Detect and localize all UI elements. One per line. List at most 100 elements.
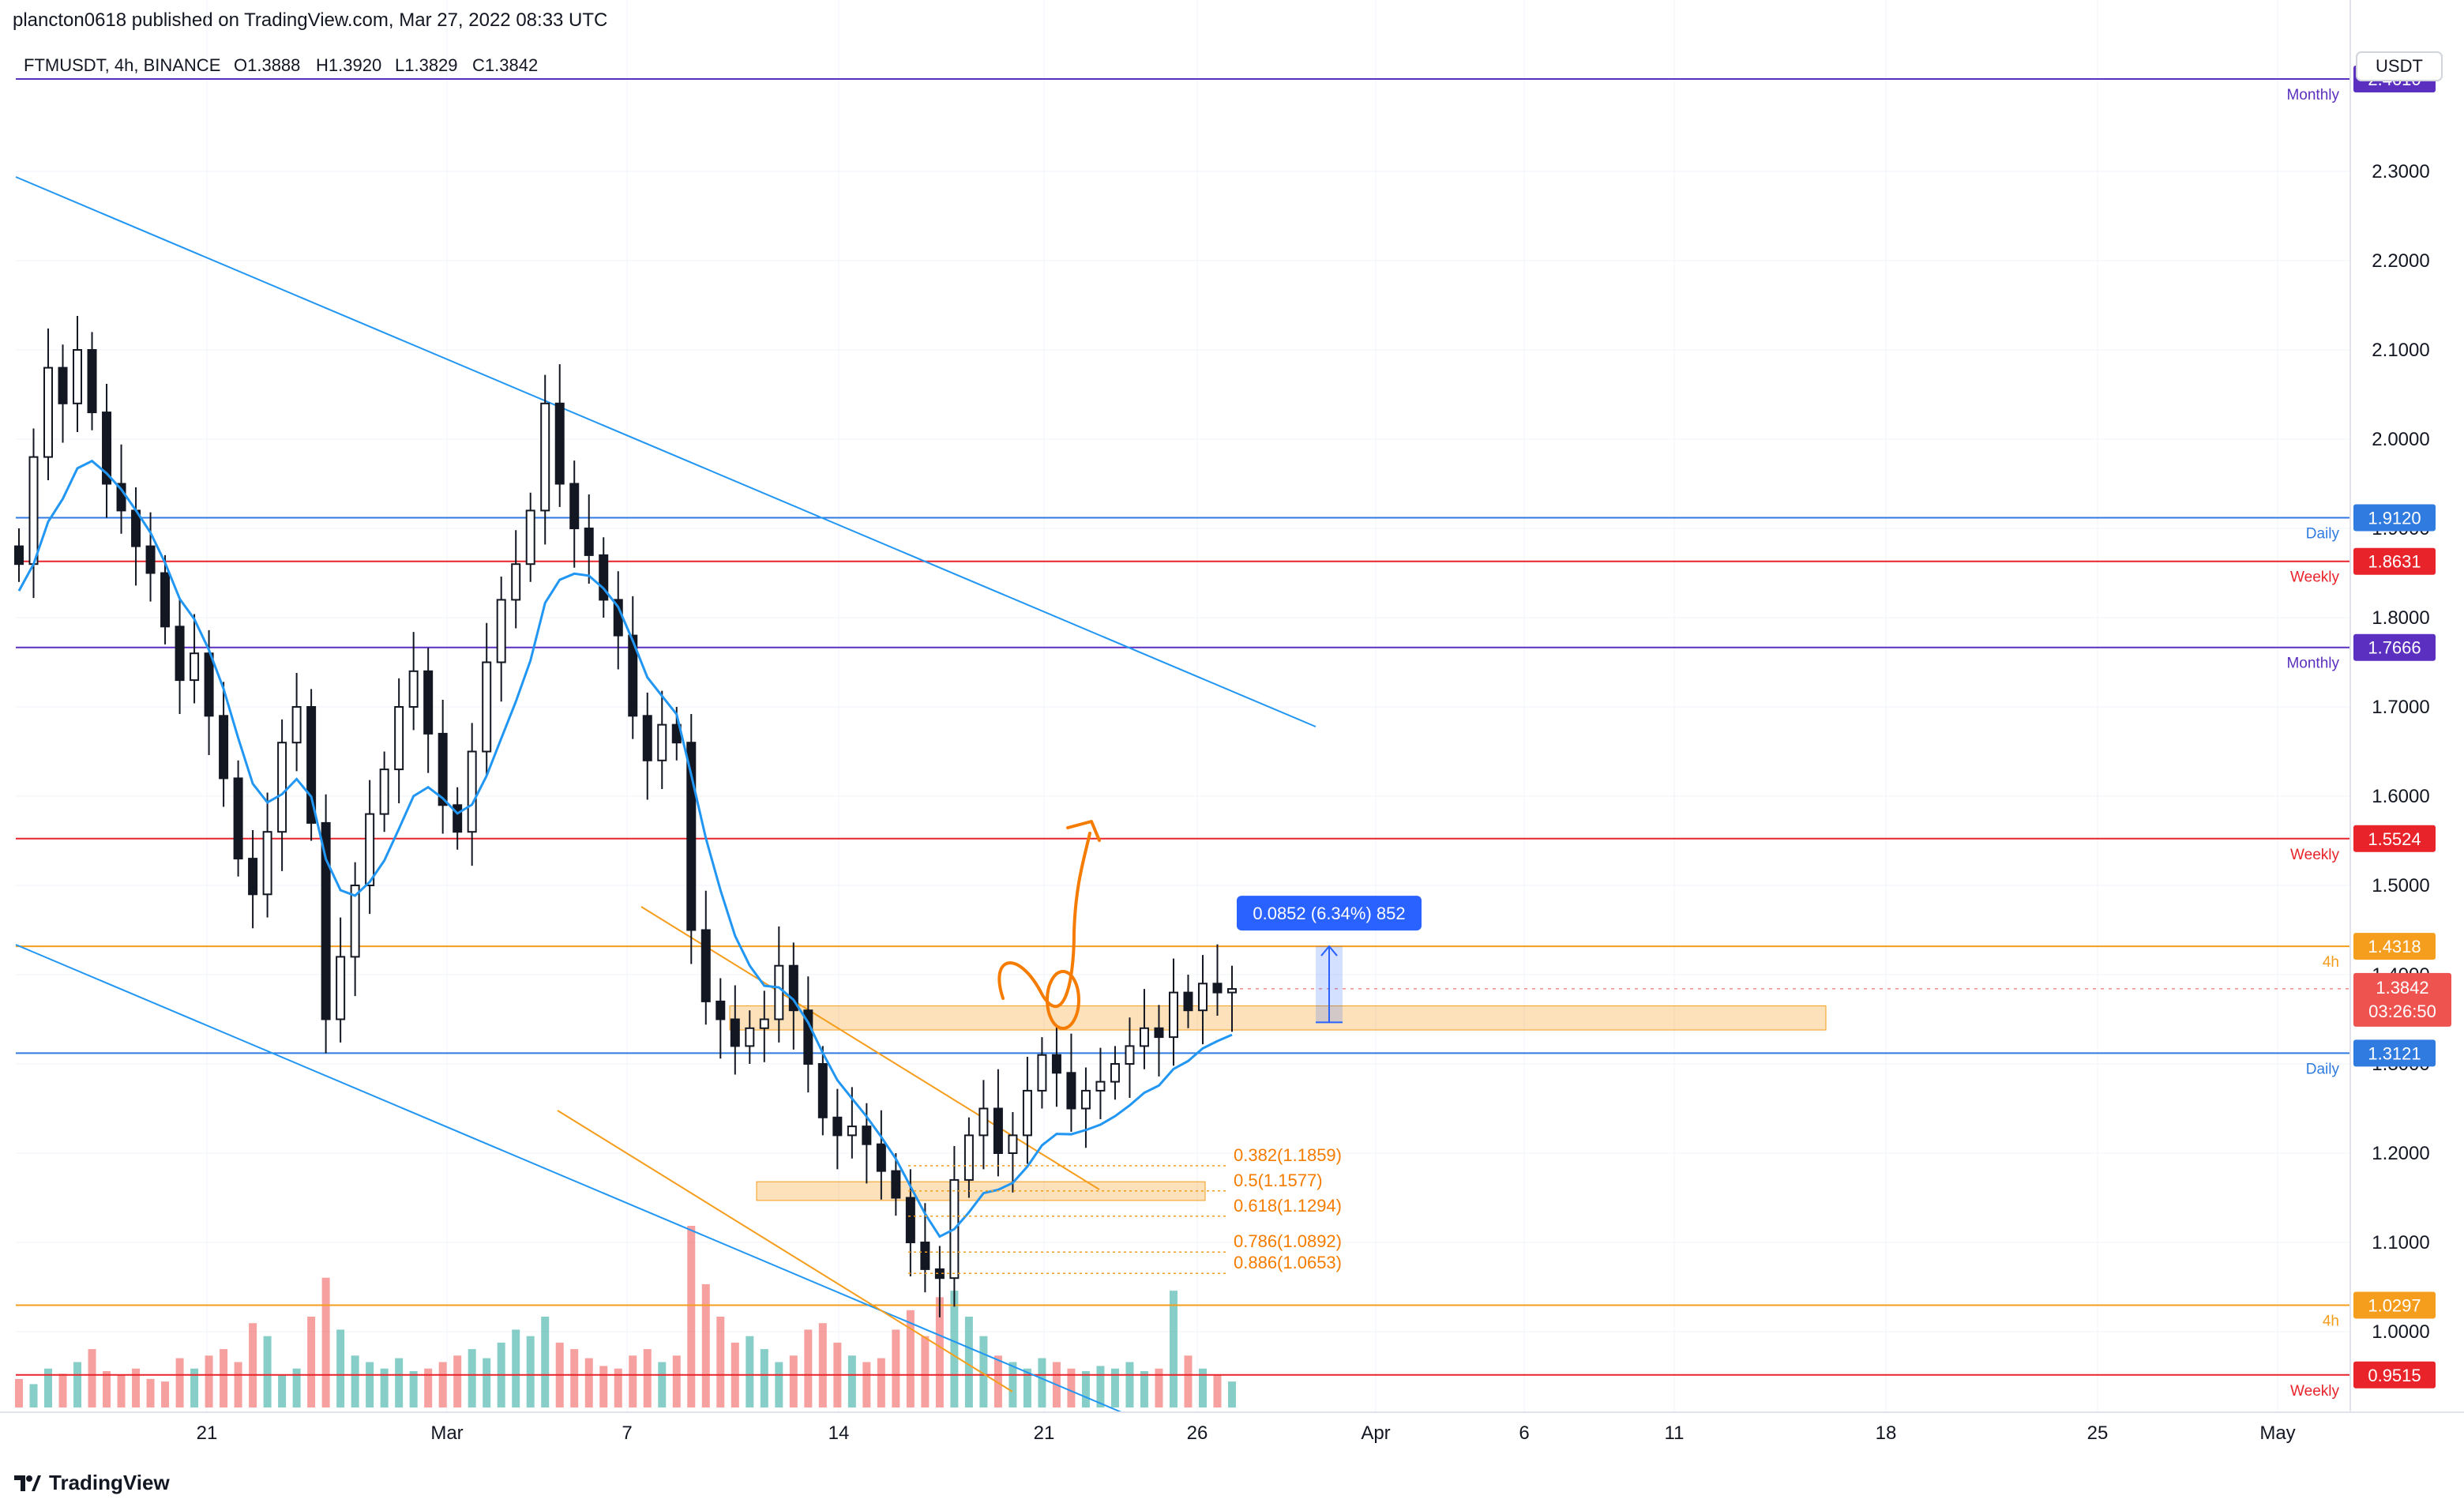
time-axis[interactable]: 21 Mar 7 14 21 26 Apr 6 11 18 25 May — [197, 1422, 2296, 1444]
fib-label: 0.618(1.1294) — [1234, 1196, 1342, 1216]
candle-up — [657, 723, 667, 761]
candle-up — [511, 563, 521, 601]
volume-bar — [468, 1349, 476, 1407]
ohlc-close: C1.3842 — [472, 55, 538, 75]
volume-bar — [88, 1349, 96, 1407]
level-price-tag: 1.3121 — [2368, 1043, 2421, 1063]
volume-bar — [278, 1374, 287, 1407]
volume-bar — [103, 1371, 111, 1407]
candle-up — [1197, 983, 1208, 1012]
wedge-upper — [640, 906, 1100, 1190]
price-range-measure[interactable]: 0.0852 (6.34%) 852 — [1237, 896, 1422, 1024]
candle-down — [14, 545, 24, 566]
volume-bar — [964, 1317, 973, 1407]
level-label: 4h — [2323, 1313, 2339, 1329]
candle-down — [145, 545, 156, 574]
candle-up — [1168, 991, 1178, 1039]
candle-down — [87, 349, 97, 414]
level-label: Weekly — [2290, 847, 2339, 863]
level-price-tag-box — [2353, 933, 2436, 960]
currency-badge[interactable]: USDT — [2376, 56, 2423, 76]
wedge-lower — [557, 1110, 1013, 1392]
candle-down — [803, 1009, 813, 1065]
volume-bar — [775, 1362, 783, 1407]
volume-bar — [483, 1358, 491, 1407]
candle-up — [774, 964, 784, 1020]
volume-bar — [950, 1291, 959, 1407]
volume-bar — [307, 1317, 316, 1407]
volume-bar — [1169, 1291, 1178, 1407]
candles — [14, 316, 1237, 1317]
candle-down — [306, 706, 317, 824]
y-tick-label: 2.2000 — [2372, 250, 2429, 272]
volume-bar — [935, 1297, 944, 1407]
volume-bar — [1125, 1362, 1134, 1407]
candle-up — [379, 769, 389, 815]
symbol-legend[interactable]: FTMUSDT, 4h, BINANCE — [24, 55, 220, 75]
candle-down — [920, 1242, 930, 1270]
volume-bar — [1038, 1358, 1046, 1407]
candle-down — [905, 1197, 915, 1243]
volume-bar — [614, 1368, 622, 1407]
tradingview-footer[interactable]: TradingView — [14, 1471, 170, 1495]
candle-down — [453, 804, 463, 833]
candle-down — [584, 528, 594, 556]
currency-badge-box[interactable] — [2356, 51, 2443, 81]
candle-down — [788, 964, 798, 1012]
candle-up — [1125, 1045, 1135, 1065]
volume-bar — [220, 1349, 228, 1407]
candle-down — [716, 1000, 726, 1020]
candle-up — [847, 1126, 857, 1137]
candle-down — [233, 777, 243, 860]
volume-bar — [380, 1368, 389, 1407]
level-price-tag-box — [2353, 1039, 2436, 1067]
candle-up — [1095, 1080, 1106, 1092]
candle-up — [467, 750, 477, 833]
volume-bar — [921, 1336, 930, 1407]
volume-bar — [263, 1336, 272, 1407]
highlight-ellipse — [1046, 970, 1080, 1030]
volume-bar — [672, 1355, 681, 1407]
price-axis[interactable]: 2.30002.20002.10002.00001.90001.80001.70… — [2372, 161, 2429, 1343]
volume-bar — [789, 1355, 798, 1407]
volume-bar — [146, 1378, 155, 1407]
candle-down — [832, 1116, 843, 1137]
volume-bar — [175, 1358, 184, 1407]
volume-bar — [892, 1329, 900, 1407]
level-price-tag: 1.8631 — [2368, 552, 2421, 572]
fib-label: 0.382(1.1859) — [1234, 1145, 1342, 1165]
countdown-tag: 03:26:50 — [2368, 1002, 2436, 1021]
ema-polyline — [17, 459, 1233, 1238]
volume-bar — [409, 1371, 418, 1407]
candle-up — [394, 706, 404, 771]
horizontal-levels: Monthly Daily Weekly Monthly Weekly 4h Daily 4h… — [16, 78, 2350, 1400]
volume-bar — [73, 1362, 82, 1407]
volume-bar — [541, 1317, 550, 1407]
candle-down — [876, 1143, 886, 1172]
ohlc-high: H1.3920 — [316, 55, 381, 75]
level-price-tag-box — [2353, 504, 2436, 532]
candle-up — [963, 1134, 974, 1181]
y-tick-label: 2.1000 — [2372, 340, 2429, 361]
volume-bar — [29, 1384, 38, 1407]
level-price-tag: 1.0297 — [2368, 1295, 2421, 1315]
volume-bar — [1110, 1368, 1119, 1407]
volume-bar — [161, 1381, 170, 1407]
volume-bar — [687, 1226, 696, 1407]
volume-bar — [336, 1329, 345, 1407]
y-tick-label: 1.1000 — [2372, 1232, 2429, 1253]
x-tick-label: May — [2259, 1422, 2295, 1444]
candle-down — [569, 483, 580, 529]
x-tick-label: 26 — [1187, 1422, 1208, 1444]
x-tick-label: 21 — [197, 1422, 218, 1444]
candle-down — [862, 1126, 872, 1145]
candle-up — [291, 706, 302, 744]
x-tick-label: Apr — [1361, 1422, 1390, 1444]
candle-up — [745, 1027, 755, 1047]
volume-bar — [1155, 1368, 1163, 1407]
volume-bar — [906, 1310, 915, 1407]
candle-up — [1008, 1134, 1018, 1155]
x-tick-label: 11 — [1665, 1422, 1685, 1444]
volume-bar — [190, 1368, 199, 1407]
